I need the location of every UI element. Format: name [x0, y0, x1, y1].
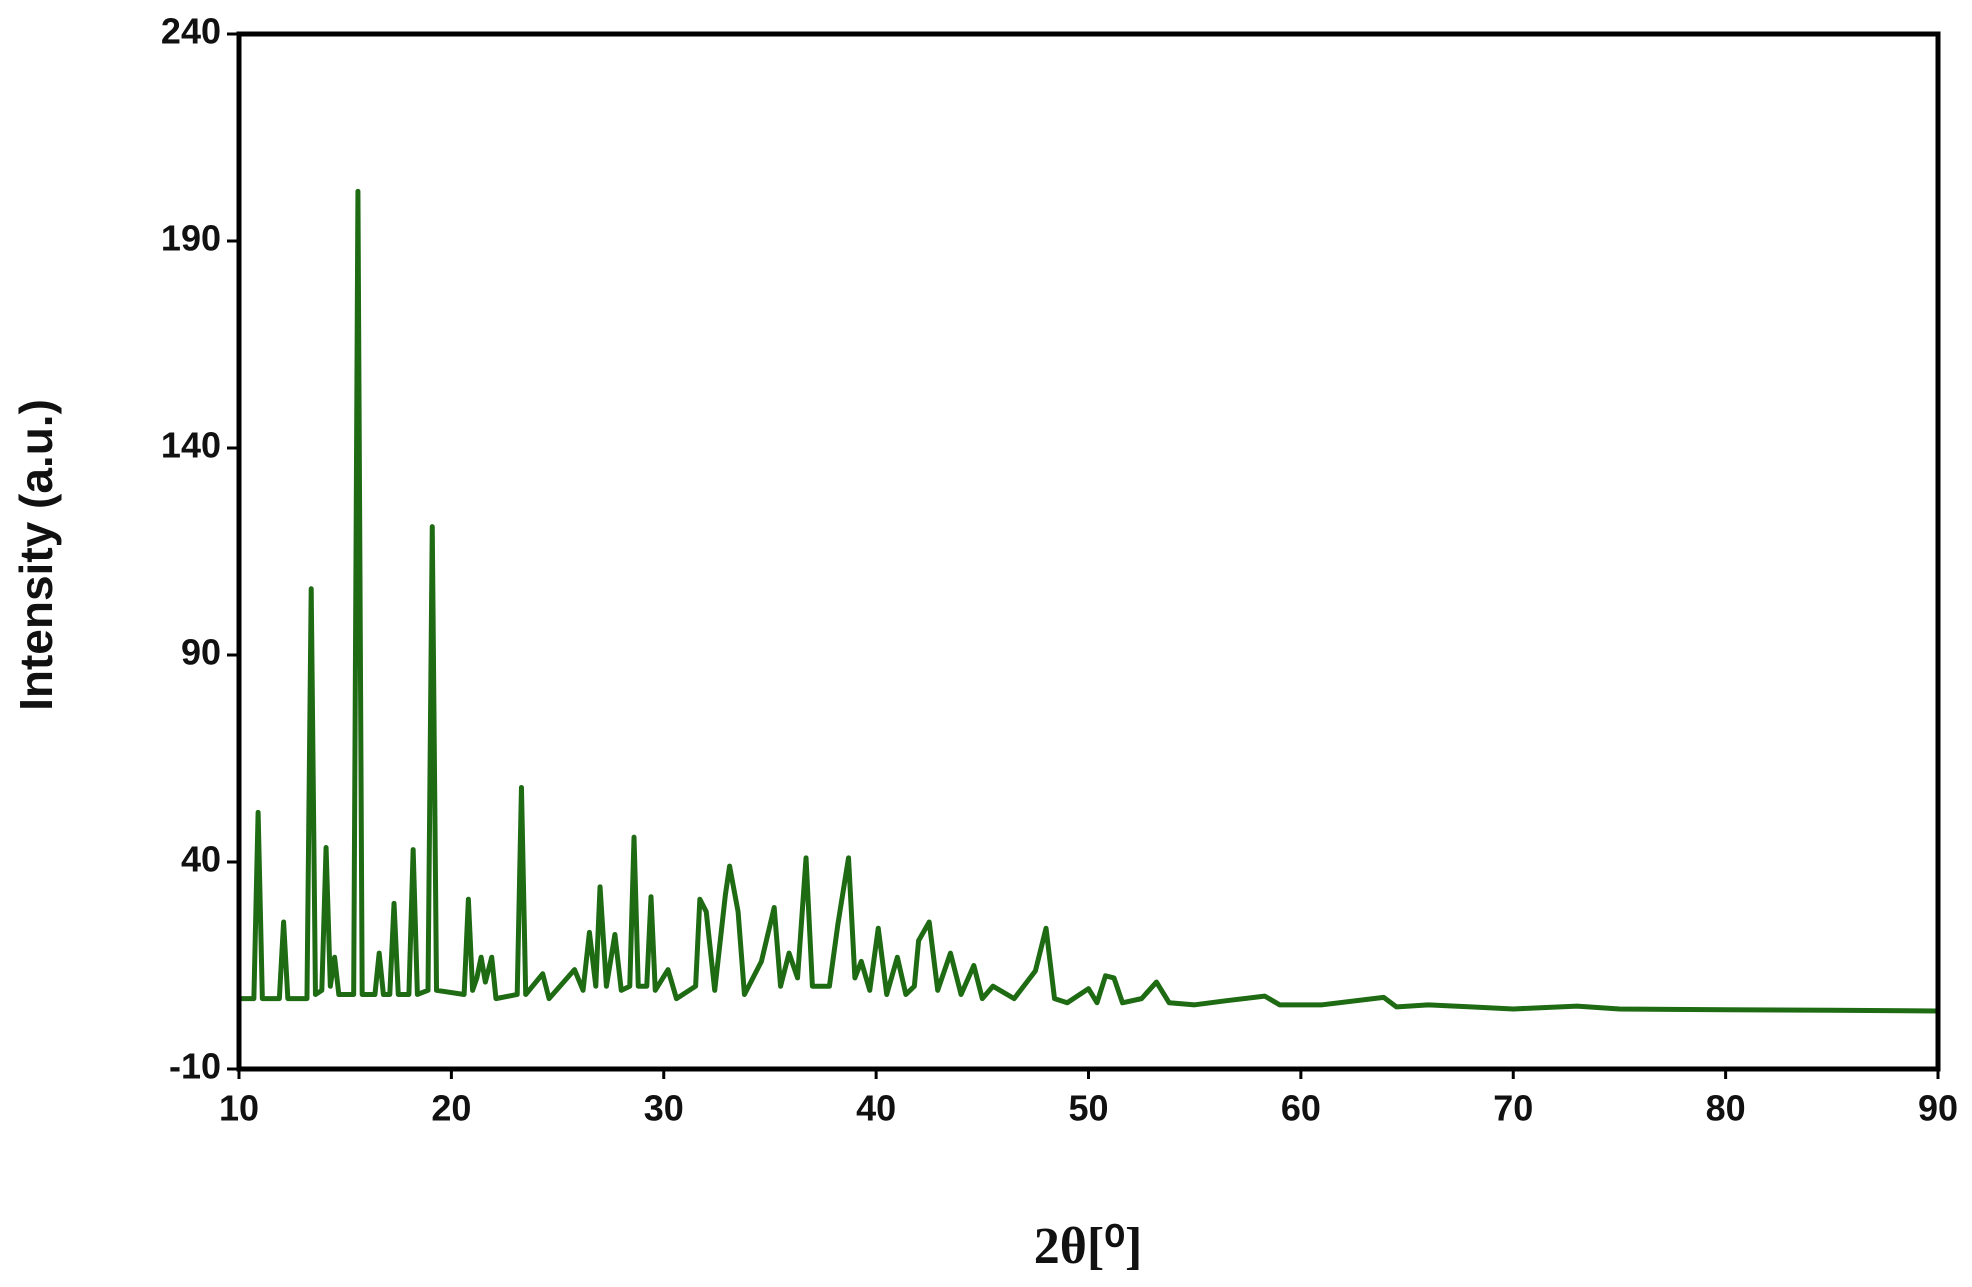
x-tick-label: 10	[219, 1088, 259, 1129]
x-tick-label: 70	[1493, 1088, 1533, 1129]
y-tick-label: -10	[169, 1046, 221, 1087]
line-series	[239, 188, 1939, 1014]
y-tick-label: 240	[161, 11, 221, 52]
x-tick-label: 30	[644, 1088, 684, 1129]
x-tick-label: 80	[1706, 1088, 1746, 1129]
x-tick-label: 40	[856, 1088, 896, 1129]
y-tick-label: 140	[161, 425, 221, 466]
y-axis-label: Intensity (a.u.)	[10, 399, 62, 711]
plot-frame	[236, 31, 1941, 1072]
y-tick-label: 190	[161, 218, 221, 259]
x-tick-label: 20	[431, 1088, 471, 1129]
x-tick-label: 50	[1068, 1088, 1108, 1129]
x-tick-label: 90	[1918, 1088, 1958, 1129]
x-tick-label: 60	[1281, 1088, 1321, 1129]
y-tick-label: 90	[181, 632, 221, 673]
y-tick-label: 40	[181, 839, 221, 880]
x-axis-label: 2θ[⁰]	[1034, 1218, 1143, 1275]
